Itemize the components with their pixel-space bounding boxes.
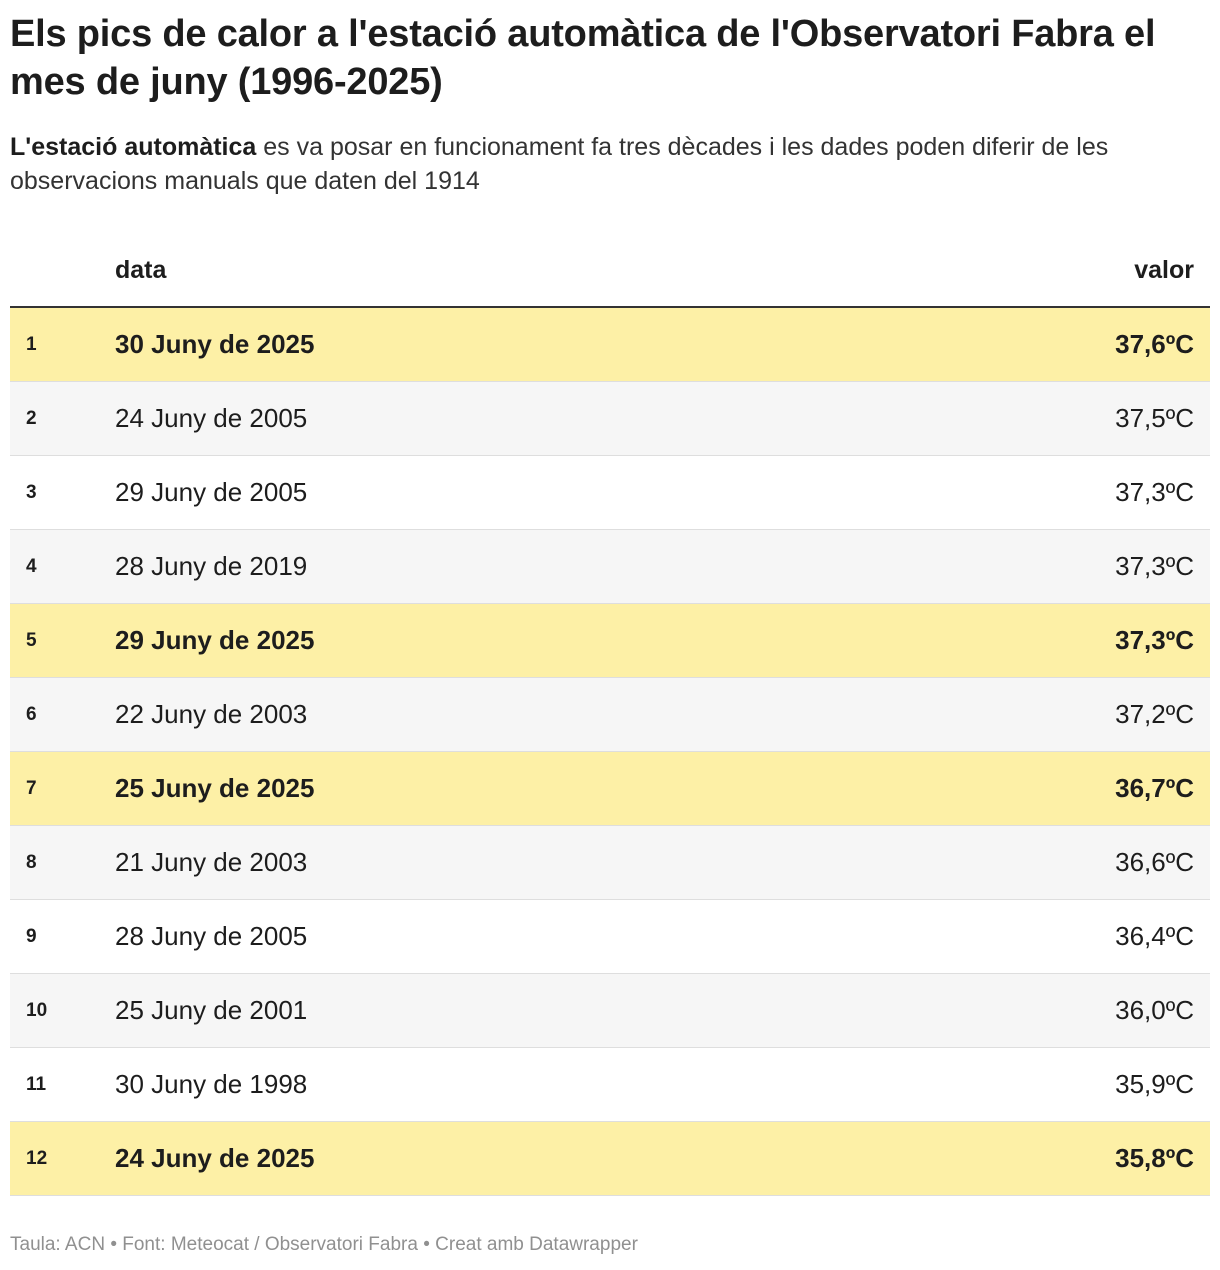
row-rank: 9 [26, 926, 37, 947]
row-value: 36,6ºC [1115, 847, 1194, 877]
row-value: 37,3ºC [1115, 477, 1194, 507]
row-rank: 2 [26, 408, 37, 429]
subtitle-bold: L'estació automàtica [10, 133, 257, 161]
table-row: 11 30 Juny de 1998 35,9ºC [10, 1048, 1210, 1122]
chart-subtitle: L'estació automàtica es va posar en func… [10, 130, 1210, 198]
table-header: data valor [10, 238, 1210, 308]
row-value: 35,8ºC [1115, 1143, 1194, 1173]
row-rank: 8 [26, 852, 37, 873]
row-value: 37,6ºC [1115, 329, 1194, 359]
table-row: 4 28 Juny de 2019 37,3ºC [10, 530, 1210, 604]
row-date: 29 Juny de 2005 [115, 477, 308, 507]
row-value: 37,5ºC [1115, 403, 1194, 433]
table-row: 7 25 Juny de 2025 36,7ºC [10, 752, 1210, 826]
table-row: 10 25 Juny de 2001 36,0ºC [10, 974, 1210, 1048]
row-date: 30 Juny de 2025 [115, 329, 315, 359]
column-header-data: data [115, 256, 167, 284]
row-date: 22 Juny de 2003 [115, 699, 308, 729]
row-date: 29 Juny de 2025 [115, 625, 315, 655]
row-rank: 5 [26, 630, 37, 651]
row-date: 24 Juny de 2005 [115, 403, 308, 433]
chart-title: Els pics de calor a l'estació automàtica… [10, 13, 1156, 103]
row-rank: 11 [26, 1074, 47, 1095]
row-date: 28 Juny de 2005 [115, 921, 308, 951]
column-header-valor: valor [1134, 256, 1194, 284]
row-rank: 7 [26, 778, 37, 799]
row-rank: 3 [26, 482, 37, 503]
table-body: 1 30 Juny de 2025 37,6ºC 2 24 Juny de 2005 37… [10, 308, 1210, 1196]
row-value: 37,2ºC [1115, 699, 1194, 729]
subtitle-text: es va posar en funcionament fa tres dèca… [10, 133, 1109, 195]
row-date: 24 Juny de 2025 [115, 1143, 315, 1173]
row-value: 37,3ºC [1115, 625, 1194, 655]
row-rank: 1 [26, 334, 37, 355]
table-row: 9 28 Juny de 2005 36,4ºC [10, 900, 1210, 974]
row-value: 36,7ºC [1115, 773, 1194, 803]
row-date: 21 Juny de 2003 [115, 847, 308, 877]
row-date: 30 Juny de 1998 [115, 1069, 308, 1099]
row-date: 28 Juny de 2019 [115, 551, 308, 581]
row-date: 25 Juny de 2001 [115, 995, 308, 1025]
row-rank: 4 [26, 556, 37, 577]
table-row: 12 24 Juny de 2025 35,8ºC [10, 1122, 1210, 1196]
table-row: 3 29 Juny de 2005 37,3ºC [10, 456, 1210, 530]
table-row: 1 30 Juny de 2025 37,6ºC [10, 308, 1210, 382]
row-value: 36,0ºC [1115, 995, 1194, 1025]
row-value: 37,3ºC [1115, 551, 1194, 581]
row-rank: 6 [26, 704, 37, 725]
chart-footer: Taula: ACN • Font: Meteocat / Observator… [10, 1234, 638, 1255]
table-row: 8 21 Juny de 2003 36,6ºC [10, 826, 1210, 900]
row-rank: 10 [26, 1000, 48, 1021]
table-row: 2 24 Juny de 2005 37,5ºC [10, 382, 1210, 456]
row-value: 36,4ºC [1115, 921, 1194, 951]
row-value: 35,9ºC [1115, 1069, 1194, 1099]
row-date: 25 Juny de 2025 [115, 773, 315, 803]
table-row: 6 22 Juny de 2003 37,2ºC [10, 678, 1210, 752]
table-row: 5 29 Juny de 2025 37,3ºC [10, 604, 1210, 678]
row-rank: 12 [26, 1148, 48, 1169]
